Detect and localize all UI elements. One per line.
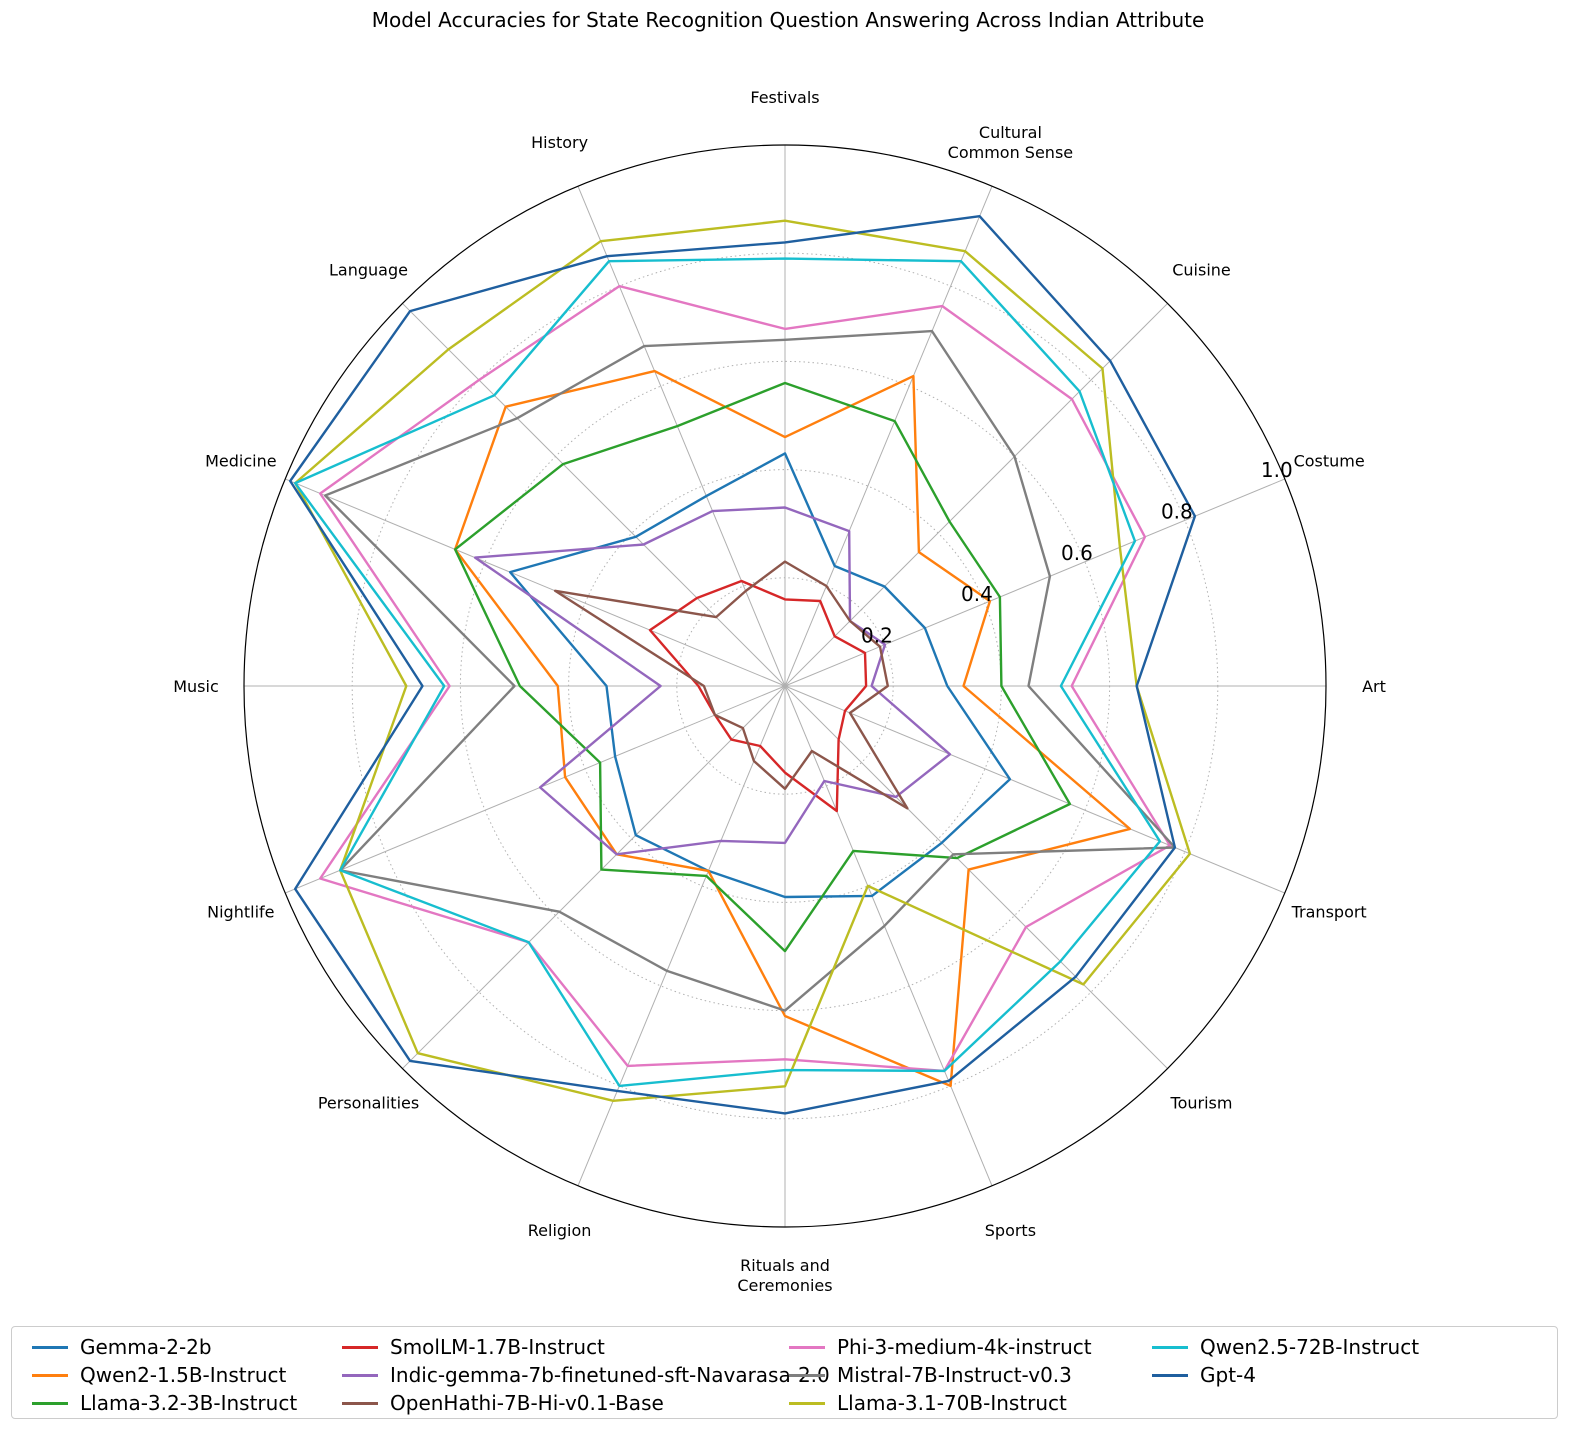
radar-chart: Model Accuracies for State Recognition Q… <box>173 8 1386 1295</box>
legend-label: SmolLM-1.7B-Instruct <box>390 1335 605 1359</box>
legend-column-3: Qwen2.5-72B-Instruct Gpt-4 <box>1152 1333 1419 1389</box>
spoke-11 <box>577 685 786 1187</box>
category-label-9: Nightlife <box>207 902 274 921</box>
legend-label: Phi-3-medium-4k-instruct <box>837 1335 1092 1359</box>
legend-label: Mistral-7B-Instruct-v0.3 <box>837 1363 1072 1387</box>
legend-swatch <box>789 1401 825 1405</box>
legend: Gemma-2-2b Qwen2-1.5B-Instruct Llama-3.2-3… <box>11 1326 1558 1419</box>
legend-swatch <box>32 1345 68 1349</box>
legend-swatch <box>342 1373 378 1377</box>
legend-label: Qwen2.5-72B-Instruct <box>1200 1335 1420 1359</box>
legend-item: Llama-3.1-70B-Instruct <box>789 1389 1092 1417</box>
legend-item: Phi-3-medium-4k-instruct <box>789 1333 1092 1361</box>
legend-item: Mistral-7B-Instruct-v0.3 <box>789 1361 1092 1389</box>
spoke-9 <box>284 685 786 894</box>
spoke-7 <box>284 478 786 687</box>
radial-tick-labels: 0.2 0.4 0.6 0.8 1.0 <box>861 458 1293 648</box>
legend-label: Gemma-2-2b <box>80 1335 212 1359</box>
spoke-6 <box>402 303 786 687</box>
legend-item: Qwen2.5-72B-Instruct <box>1152 1333 1419 1361</box>
legend-item: Gpt-4 <box>1152 1361 1419 1389</box>
legend-label: Llama-3.1-70B-Instruct <box>837 1391 1067 1415</box>
r-tick-label-2: 0.6 <box>1061 541 1093 565</box>
category-label-4: Festivals <box>750 88 819 107</box>
legend-swatch <box>1152 1345 1188 1349</box>
series-line-8 <box>294 219 1192 1103</box>
legend-swatch <box>342 1401 378 1405</box>
category-label-5: History <box>531 133 588 152</box>
radar-spokes <box>244 145 1326 1227</box>
category-label-12: Rituals and Ceremonies <box>737 1256 832 1295</box>
category-label-8: Music <box>173 677 219 696</box>
legend-item: Gemma-2-2b <box>32 1333 297 1361</box>
chart-title: Model Accuracies for State Recognition Q… <box>372 8 1205 32</box>
category-label-10: Personalities <box>318 1094 419 1113</box>
r-tick-label-4: 1.0 <box>1261 458 1293 482</box>
r-tick-label-1: 0.4 <box>961 582 993 606</box>
series-line-2 <box>453 381 1072 953</box>
series-line-0 <box>508 452 1012 899</box>
series-line-3 <box>648 579 868 813</box>
legend-item: OpenHathi-7B-Hi-v0.1-Base <box>342 1389 830 1417</box>
spoke-14 <box>784 685 1168 1069</box>
series-line-7 <box>324 329 1177 1012</box>
legend-swatch <box>789 1345 825 1349</box>
r-tick-label-3: 0.8 <box>1161 499 1193 523</box>
legend-label: Llama-3.2-3B-Instruct <box>80 1391 298 1415</box>
category-label-13: Sports <box>985 1221 1036 1240</box>
category-labels: Art Costume Cuisine Cultural Common Sense Fes… <box>173 88 1386 1295</box>
category-label-11: Religion <box>528 1221 592 1240</box>
legend-item: SmolLM-1.7B-Instruct <box>342 1333 830 1361</box>
spoke-5 <box>577 185 786 687</box>
spoke-15 <box>784 685 1286 894</box>
legend-label: OpenHathi-7B-Hi-v0.1-Base <box>390 1391 664 1415</box>
legend-swatch <box>32 1373 68 1377</box>
outer-frame <box>243 144 1327 1228</box>
legend-column-2: Phi-3-medium-4k-instruct Mistral-7B-Instr… <box>789 1333 1092 1417</box>
series-line-1 <box>453 369 1132 1088</box>
legend-swatch <box>789 1373 825 1377</box>
category-label-14: Tourism <box>1170 1094 1233 1113</box>
legend-swatch <box>342 1345 378 1349</box>
category-label-2: Cuisine <box>1172 261 1231 280</box>
spoke-1 <box>784 478 1286 687</box>
r-tick-label-0: 0.2 <box>861 624 893 648</box>
spoke-10 <box>402 685 786 1069</box>
legend-item: Llama-3.2-3B-Instruct <box>32 1389 297 1417</box>
legend-column-1: SmolLM-1.7B-Instruct Indic-gemma-7b-finet… <box>342 1333 830 1417</box>
series-line-6 <box>319 284 1172 1073</box>
series-line-4 <box>473 506 952 856</box>
category-label-7: Medicine <box>205 452 276 471</box>
legend-label: Indic-gemma-7b-finetuned-sft-Navarasa-2.… <box>390 1363 830 1387</box>
legend-item: Qwen2-1.5B-Instruct <box>32 1361 297 1389</box>
legend-item: Indic-gemma-7b-finetuned-sft-Navarasa-2.… <box>342 1361 830 1389</box>
spoke-13 <box>784 685 993 1187</box>
category-label-3: Cultural Common Sense <box>948 123 1073 162</box>
spoke-2 <box>784 303 1168 687</box>
legend-swatch <box>1152 1373 1188 1377</box>
series-line-10 <box>289 214 1197 1115</box>
series-line-9 <box>294 257 1162 1088</box>
series-layer <box>289 214 1197 1115</box>
category-label-1: Costume <box>1294 452 1365 471</box>
legend-swatch <box>32 1401 68 1405</box>
legend-label: Qwen2-1.5B-Instruct <box>80 1363 287 1387</box>
category-label-0: Art <box>1362 677 1386 696</box>
spoke-3 <box>784 185 993 687</box>
category-label-6: Language <box>329 261 408 280</box>
legend-label: Gpt-4 <box>1200 1363 1256 1387</box>
category-label-15: Transport <box>1291 902 1367 921</box>
legend-column-0: Gemma-2-2b Qwen2-1.5B-Instruct Llama-3.2-3… <box>32 1333 297 1417</box>
series-line-5 <box>553 560 909 810</box>
